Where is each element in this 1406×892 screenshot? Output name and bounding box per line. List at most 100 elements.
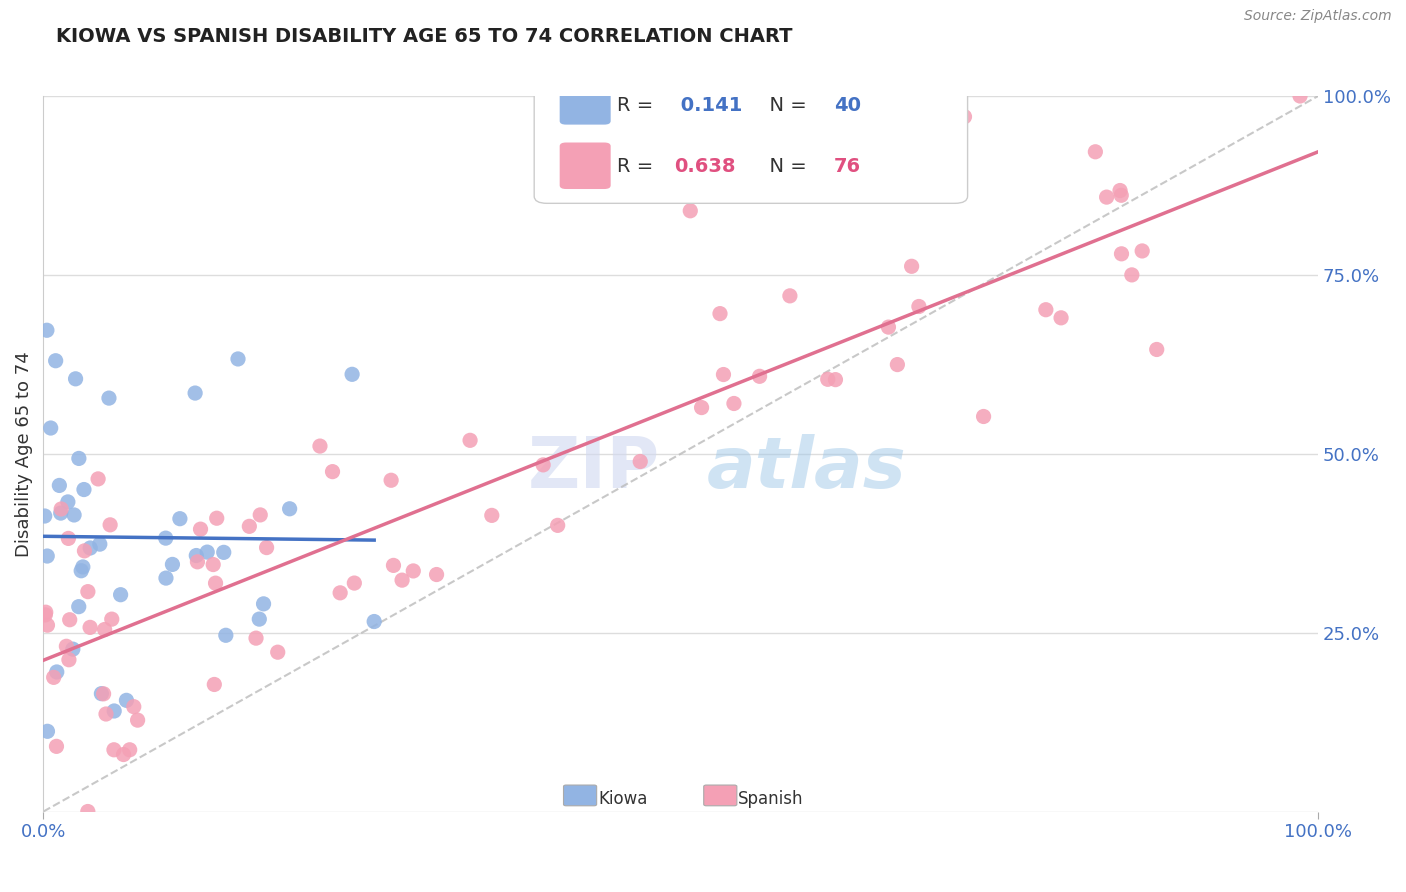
Spanish: [709, 307, 731, 321]
Kiowa: [195, 545, 218, 559]
Spanish: [973, 409, 995, 424]
Spanish: [202, 677, 225, 691]
Kiowa: [115, 693, 138, 707]
Spanish: [58, 532, 80, 546]
Kiowa: [169, 511, 191, 525]
Spanish: [953, 110, 976, 124]
Text: R =: R =: [617, 96, 659, 115]
Spanish: [426, 567, 449, 582]
Kiowa: [97, 391, 120, 405]
Spanish: [877, 320, 900, 334]
Spanish: [100, 612, 122, 626]
Spanish: [713, 368, 735, 382]
Spanish: [723, 396, 745, 410]
Kiowa: [72, 560, 94, 574]
Text: R =: R =: [617, 157, 659, 176]
Text: N =: N =: [758, 157, 813, 176]
Kiowa: [79, 541, 101, 555]
Kiowa: [35, 323, 58, 337]
Spanish: [343, 576, 366, 591]
Spanish: [79, 620, 101, 634]
Text: 76: 76: [834, 157, 860, 176]
Spanish: [1111, 247, 1133, 261]
Spanish: [238, 519, 260, 533]
Kiowa: [363, 615, 385, 629]
Spanish: [256, 541, 278, 555]
Spanish: [122, 699, 145, 714]
Spanish: [481, 508, 503, 523]
Spanish: [1084, 145, 1107, 159]
Kiowa: [37, 549, 59, 563]
Spanish: [1109, 188, 1132, 202]
FancyBboxPatch shape: [564, 785, 596, 805]
FancyBboxPatch shape: [560, 143, 610, 189]
Spanish: [908, 300, 931, 314]
Text: atlas: atlas: [706, 434, 905, 502]
Text: Kiowa: Kiowa: [598, 789, 647, 807]
Spanish: [1095, 190, 1118, 204]
Kiowa: [34, 508, 56, 523]
Spanish: [205, 511, 228, 525]
Spanish: [35, 605, 58, 619]
Kiowa: [49, 506, 72, 520]
Spanish: [458, 434, 481, 448]
Spanish: [127, 713, 149, 727]
Kiowa: [186, 549, 208, 563]
Spanish: [190, 522, 212, 536]
Text: 40: 40: [834, 96, 860, 115]
Spanish: [900, 260, 922, 274]
Kiowa: [39, 421, 62, 435]
Spanish: [886, 358, 908, 372]
Spanish: [748, 369, 770, 384]
Text: KIOWA VS SPANISH DISABILITY AGE 65 TO 74 CORRELATION CHART: KIOWA VS SPANISH DISABILITY AGE 65 TO 74…: [56, 27, 793, 45]
Spanish: [267, 645, 290, 659]
Spanish: [309, 439, 332, 453]
Spanish: [51, 502, 73, 516]
Spanish: [628, 454, 651, 468]
Kiowa: [278, 501, 301, 516]
Spanish: [93, 623, 115, 637]
Kiowa: [56, 495, 79, 509]
Kiowa: [73, 483, 96, 497]
FancyBboxPatch shape: [534, 61, 967, 203]
Text: ZIP: ZIP: [527, 434, 659, 502]
Spanish: [249, 508, 271, 522]
Spanish: [76, 584, 98, 599]
Spanish: [1130, 244, 1153, 258]
Kiowa: [62, 642, 84, 657]
Spanish: [690, 401, 713, 415]
Spanish: [59, 613, 82, 627]
Kiowa: [162, 558, 184, 572]
Spanish: [322, 465, 344, 479]
Spanish: [380, 473, 402, 487]
Kiowa: [70, 564, 93, 578]
Y-axis label: Disability Age 65 to 74: Disability Age 65 to 74: [15, 351, 32, 557]
Spanish: [382, 558, 405, 573]
Spanish: [37, 618, 59, 632]
Spanish: [76, 805, 98, 819]
Kiowa: [247, 612, 270, 626]
Kiowa: [90, 687, 112, 701]
Spanish: [204, 576, 226, 591]
Spanish: [817, 372, 839, 386]
FancyBboxPatch shape: [560, 78, 610, 125]
Spanish: [402, 564, 425, 578]
Spanish: [42, 670, 65, 684]
Spanish: [103, 743, 125, 757]
Spanish: [1035, 302, 1057, 317]
Spanish: [245, 631, 267, 645]
Kiowa: [212, 545, 235, 559]
Kiowa: [48, 478, 70, 492]
Kiowa: [184, 386, 207, 401]
Kiowa: [155, 571, 177, 585]
Text: Source: ZipAtlas.com: Source: ZipAtlas.com: [1244, 9, 1392, 23]
Text: 0.141: 0.141: [675, 96, 742, 115]
Spanish: [58, 653, 80, 667]
Spanish: [55, 640, 77, 654]
Spanish: [1109, 184, 1132, 198]
Spanish: [34, 607, 56, 622]
Kiowa: [215, 628, 238, 642]
Kiowa: [45, 353, 67, 368]
Spanish: [186, 555, 208, 569]
Spanish: [391, 573, 413, 587]
